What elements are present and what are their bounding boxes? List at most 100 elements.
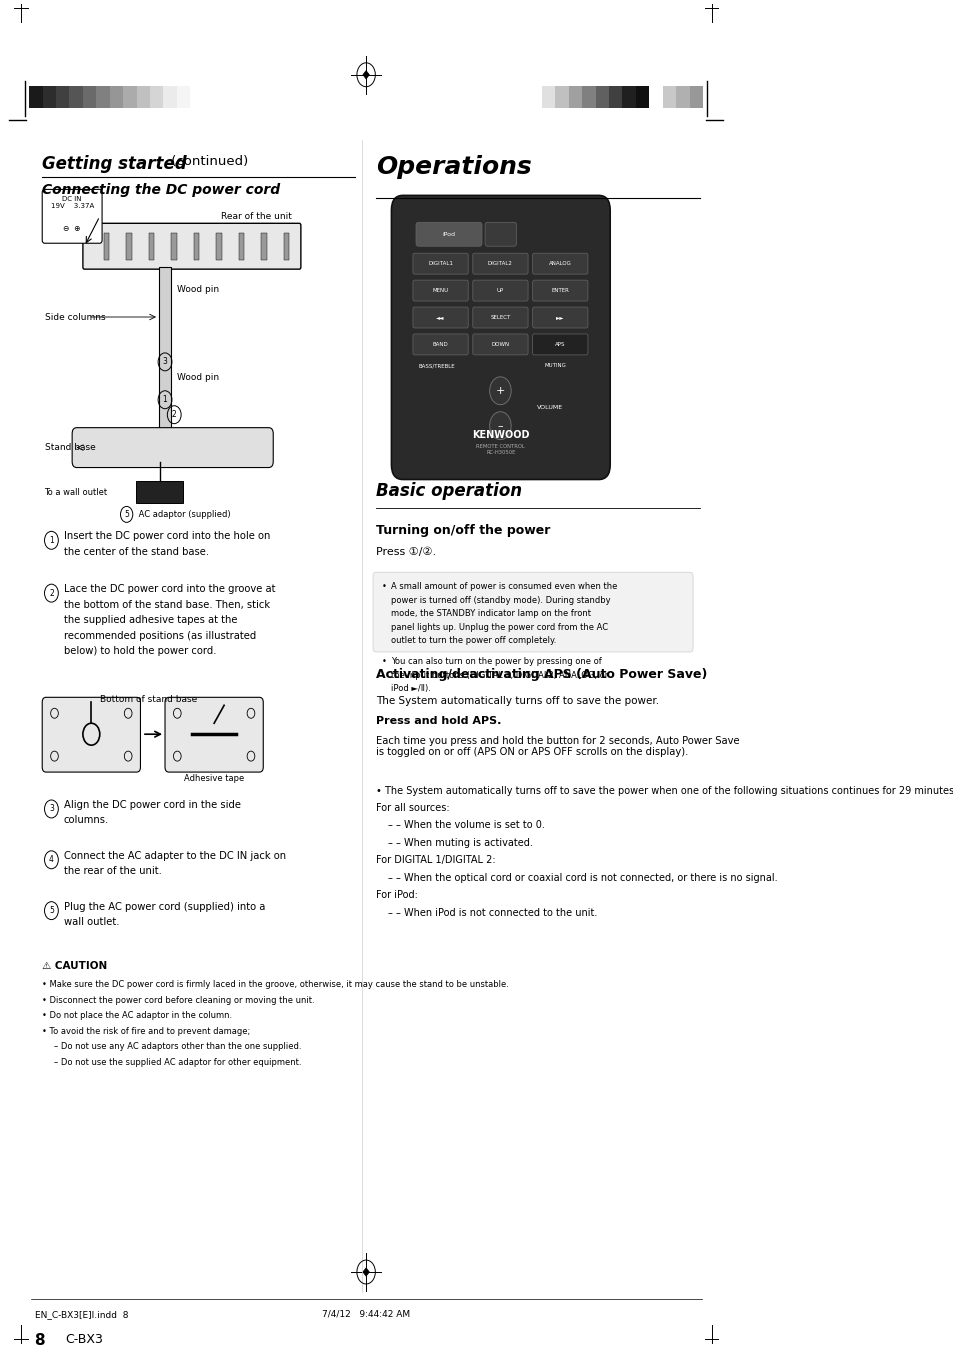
Text: Turning on/off the power: Turning on/off the power	[375, 524, 550, 538]
FancyBboxPatch shape	[473, 280, 528, 301]
Text: ►►: ►►	[556, 315, 564, 320]
Text: columns.: columns.	[64, 816, 109, 825]
Text: AC adaptor (supplied): AC adaptor (supplied)	[135, 509, 231, 519]
Text: mode, the STANDBY indicator lamp on the front: mode, the STANDBY indicator lamp on the …	[391, 609, 591, 619]
Bar	[126, 234, 132, 261]
Text: Side columns: Side columns	[45, 312, 105, 322]
Text: ◄◄: ◄◄	[436, 315, 444, 320]
Polygon shape	[362, 70, 369, 78]
Circle shape	[489, 412, 511, 439]
Bar	[56, 85, 70, 108]
FancyBboxPatch shape	[484, 223, 516, 246]
Text: ⚠ CAUTION: ⚠ CAUTION	[42, 961, 108, 970]
Text: Rear of the unit: Rear of the unit	[220, 212, 292, 222]
Bar	[595, 85, 608, 108]
Text: Connecting the DC power cord: Connecting the DC power cord	[42, 184, 280, 197]
FancyBboxPatch shape	[532, 280, 587, 301]
Text: the input buttons (DIGITAL 1, DIGITAL2, ANALOG, or: the input buttons (DIGITAL 1, DIGITAL2, …	[391, 671, 608, 680]
FancyBboxPatch shape	[373, 573, 692, 653]
Text: 1: 1	[162, 396, 167, 404]
Text: Operations: Operations	[375, 154, 531, 178]
Polygon shape	[362, 1267, 369, 1277]
Bar	[555, 85, 568, 108]
Text: – Do not use the supplied AC adaptor for other equipment.: – Do not use the supplied AC adaptor for…	[53, 1058, 301, 1067]
Text: Connect the AC adapter to the DC IN jack on: Connect the AC adapter to the DC IN jack…	[64, 851, 286, 861]
FancyBboxPatch shape	[532, 253, 587, 274]
Text: VOLUME: VOLUME	[537, 405, 563, 411]
Text: DOWN: DOWN	[491, 342, 509, 347]
Text: UP: UP	[497, 288, 503, 293]
Bar	[149, 234, 154, 261]
Text: –: –	[497, 420, 503, 431]
Bar	[135, 481, 183, 504]
Text: For DIGITAL 1/DIGITAL 2:: For DIGITAL 1/DIGITAL 2:	[375, 855, 496, 866]
Bar	[193, 234, 199, 261]
Text: – Do not use any AC adaptors other than the one supplied.: – Do not use any AC adaptors other than …	[53, 1042, 301, 1051]
Bar	[581, 85, 595, 108]
Text: • Disconnect the power cord before cleaning or moving the unit.: • Disconnect the power cord before clean…	[42, 996, 314, 1005]
Text: You can also turn on the power by pressing one of: You can also turn on the power by pressi…	[391, 658, 601, 666]
Text: BAND: BAND	[433, 342, 448, 347]
Text: SELECT: SELECT	[490, 315, 510, 320]
Text: wall outlet.: wall outlet.	[64, 917, 119, 927]
Bar	[159, 267, 171, 430]
Text: 4: 4	[49, 855, 53, 865]
FancyBboxPatch shape	[165, 697, 263, 771]
Text: – – When the volume is set to 0.: – – When the volume is set to 0.	[387, 820, 544, 831]
Text: For iPod:: For iPod:	[375, 890, 417, 900]
Text: DIGITAL2: DIGITAL2	[488, 261, 513, 266]
Text: – – When muting is activated.: – – When muting is activated.	[387, 838, 532, 848]
Text: Press ①/②.: Press ①/②.	[375, 547, 436, 557]
Text: ANALOG: ANALOG	[548, 261, 571, 266]
Circle shape	[489, 377, 511, 405]
Bar	[163, 85, 176, 108]
Text: • To avoid the risk of fire and to prevent damage;: • To avoid the risk of fire and to preve…	[42, 1027, 251, 1036]
Text: 2: 2	[172, 411, 176, 419]
FancyBboxPatch shape	[416, 223, 481, 246]
FancyBboxPatch shape	[413, 280, 468, 301]
Text: The System automatically turns off to save the power.: The System automatically turns off to sa…	[375, 696, 659, 705]
FancyBboxPatch shape	[532, 307, 587, 328]
Text: For all sources:: For all sources:	[375, 802, 449, 813]
Text: Align the DC power cord in the side: Align the DC power cord in the side	[64, 800, 240, 811]
Text: •: •	[382, 658, 387, 666]
Text: • The System automatically turns off to save the power when one of the following: • The System automatically turns off to …	[375, 785, 953, 796]
Bar	[284, 234, 289, 261]
FancyBboxPatch shape	[83, 223, 300, 269]
Bar	[216, 234, 221, 261]
FancyBboxPatch shape	[391, 196, 610, 480]
Bar	[621, 85, 636, 108]
Bar	[238, 234, 244, 261]
Bar	[649, 85, 662, 108]
Text: DC IN
19V    3.37A: DC IN 19V 3.37A	[51, 196, 93, 209]
Bar	[104, 234, 109, 261]
Text: – – When iPod is not connected to the unit.: – – When iPod is not connected to the un…	[387, 908, 597, 917]
Text: the rear of the unit.: the rear of the unit.	[64, 866, 161, 877]
FancyBboxPatch shape	[413, 307, 468, 328]
Text: Bottom of stand base: Bottom of stand base	[100, 696, 197, 704]
Text: Lace the DC power cord into the groove at: Lace the DC power cord into the groove a…	[64, 584, 274, 594]
Text: below) to hold the power cord.: below) to hold the power cord.	[64, 646, 216, 657]
Text: the center of the stand base.: the center of the stand base.	[64, 547, 209, 557]
FancyBboxPatch shape	[473, 334, 528, 355]
Text: • Do not place the AC adaptor in the column.: • Do not place the AC adaptor in the col…	[42, 1012, 233, 1020]
Bar	[136, 85, 150, 108]
Text: iPod ►/Ⅱ).: iPod ►/Ⅱ).	[391, 685, 431, 693]
Text: Stand base: Stand base	[45, 443, 95, 453]
Text: 8: 8	[34, 1333, 45, 1348]
Text: Wood pin: Wood pin	[176, 373, 218, 382]
Text: outlet to turn the power off completely.: outlet to turn the power off completely.	[391, 636, 557, 644]
FancyBboxPatch shape	[42, 697, 140, 771]
Bar	[110, 85, 123, 108]
FancyBboxPatch shape	[72, 428, 273, 467]
Bar	[43, 85, 56, 108]
Text: recommended positions (as illustrated: recommended positions (as illustrated	[64, 631, 255, 640]
Text: 7/4/12   9:44:42 AM: 7/4/12 9:44:42 AM	[322, 1310, 410, 1319]
FancyBboxPatch shape	[42, 189, 102, 243]
Bar	[70, 85, 83, 108]
Bar	[689, 85, 702, 108]
Text: BASS/TREBLE: BASS/TREBLE	[417, 363, 455, 369]
Text: Basic operation: Basic operation	[375, 482, 521, 500]
FancyBboxPatch shape	[473, 307, 528, 328]
Bar	[261, 234, 267, 261]
